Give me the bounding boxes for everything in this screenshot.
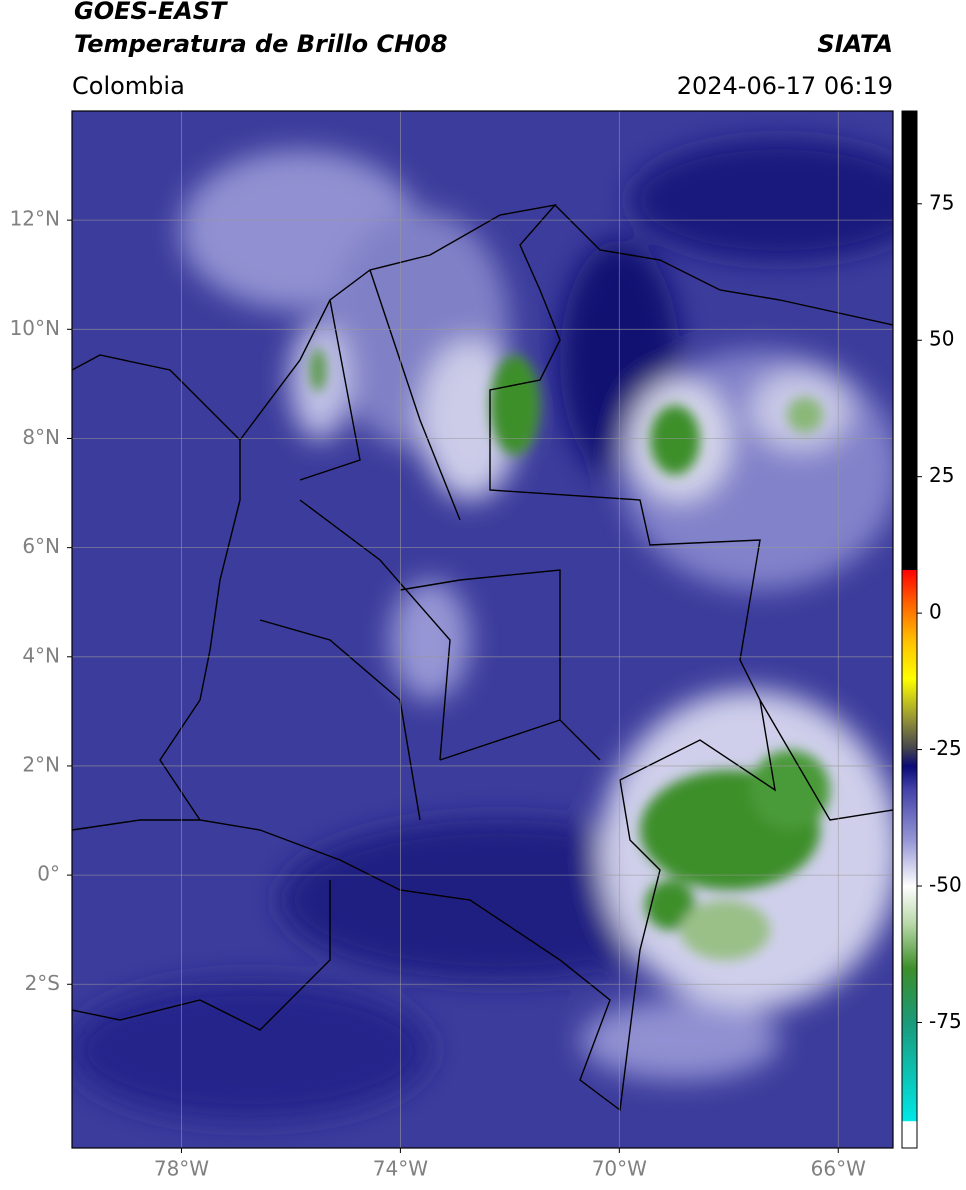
colorbar-segment [902,924,917,969]
colorbar-segment [902,1022,917,1122]
colorbar-segment [902,967,917,1023]
colorbar-tick-label: 0 [929,600,942,624]
colorbar-segment [902,787,917,843]
colorbar-segment [902,749,917,767]
colorbar-segment [902,765,917,789]
colorbar-segment [902,722,917,751]
timestamp: 2024-06-17 06:19 [677,72,893,100]
colorbar-tick-label: -75 [929,1009,962,1033]
colorbar-segment [902,111,917,570]
map-frame [71,110,894,1149]
y-tick-label: 6°N [22,534,60,558]
colorbar-tick-label: -50 [929,873,962,897]
y-tick-label: 2°N [22,752,60,776]
x-tick-label: 70°W [592,1157,647,1181]
colorbar-tick-label: 50 [929,327,954,351]
colorbar-segment [902,569,917,603]
y-tick-label: 10°N [10,316,60,340]
x-tick-label: 66°W [811,1157,866,1181]
colorbar-segment [902,1120,917,1149]
colorbar-tick-label: 25 [929,463,954,487]
colorbar-segment [902,886,917,925]
colorbar-segment [902,842,917,887]
y-tick-label: 0° [37,862,60,886]
y-tick-label: 8°N [22,425,60,449]
colorbar-tick-label: -25 [929,736,962,760]
colorbar-segment [902,678,917,723]
colorbar-tick-label: 75 [929,190,954,214]
title: GOES-EAST [74,0,228,25]
subtitle: Temperatura de Brillo CH08 [74,30,448,58]
colorbar-segment [902,640,917,680]
satellite-image [72,111,893,1148]
colorbar-frame [901,110,918,1149]
source: SIATA [817,30,893,58]
x-tick-label: 74°W [373,1157,428,1181]
y-tick-label: 2°S [25,971,60,995]
colorbar-segment [902,602,917,641]
region: Colombia [72,72,185,100]
y-tick-label: 4°N [22,643,60,667]
y-tick-label: 12°N [10,207,60,231]
x-tick-label: 78°W [154,1157,209,1181]
